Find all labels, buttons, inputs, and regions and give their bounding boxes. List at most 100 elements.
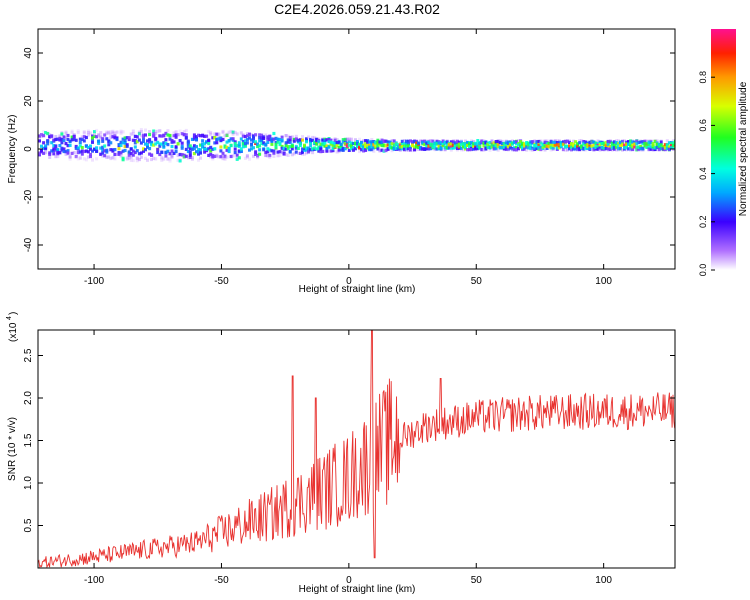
- heat-cell: [133, 141, 137, 145]
- heat-cell: [362, 149, 366, 153]
- heat-cell: [496, 145, 500, 149]
- heat-cell: [382, 139, 386, 143]
- heat-cell: [170, 155, 174, 159]
- heat-cell: [663, 146, 667, 150]
- heat-cell: [219, 136, 223, 140]
- heat-cell: [659, 147, 663, 151]
- heat-cell: [596, 139, 600, 143]
- heat-cell: [616, 148, 620, 152]
- heat-cell: [612, 143, 616, 147]
- heat-cell: [111, 148, 115, 152]
- heat-cell: [42, 146, 46, 150]
- heat-cell: [74, 154, 78, 159]
- heat-cell: [384, 148, 388, 152]
- x-tick-label: -100: [84, 276, 104, 287]
- heat-cell: [74, 138, 78, 142]
- heat-cell: [433, 147, 437, 152]
- heat-cell: [207, 147, 211, 151]
- heat-cell: [237, 143, 241, 147]
- heat-cell: [192, 147, 196, 151]
- x-tick-label: 100: [595, 575, 612, 586]
- heat-cell: [76, 151, 80, 155]
- heat-cell: [258, 144, 262, 148]
- heat-cell: [131, 132, 135, 136]
- heat-cell: [349, 147, 353, 151]
- heat-cell: [248, 136, 251, 140]
- heat-cell: [378, 140, 382, 144]
- heat-cell: [543, 140, 547, 144]
- heat-cell: [272, 149, 276, 153]
- heat-cell: [186, 139, 190, 143]
- heat-cell: [127, 136, 131, 140]
- heat-cell: [292, 152, 296, 156]
- heat-cell: [213, 147, 217, 151]
- heat-cell: [197, 133, 200, 137]
- heat-cell: [154, 157, 158, 161]
- heat-cell: [580, 139, 584, 143]
- heat-cell: [665, 143, 669, 147]
- heat-cell: [278, 150, 282, 154]
- heat-cell: [182, 130, 186, 134]
- heat-cell: [137, 138, 141, 142]
- heat-cell: [237, 141, 241, 145]
- heat-cell: [205, 134, 209, 138]
- heat-cell: [508, 143, 512, 147]
- heat-cell: [201, 139, 205, 143]
- heat-cell: [443, 148, 447, 152]
- heat-cell: [64, 136, 68, 140]
- y-tick-label: -40: [23, 237, 34, 252]
- bottom-plot-frame: [37, 329, 676, 569]
- heat-cell: [66, 151, 70, 155]
- heat-cell: [174, 130, 178, 134]
- heat-cell: [294, 144, 298, 149]
- heat-cell: [188, 153, 192, 157]
- heat-cell: [221, 157, 225, 161]
- heat-cell: [525, 148, 529, 152]
- heat-cell: [635, 148, 639, 152]
- heat-cell: [274, 141, 278, 145]
- heat-cell: [158, 152, 162, 157]
- heat-cell: [95, 128, 99, 133]
- heat-cell: [380, 138, 384, 142]
- heat-cell: [663, 143, 667, 147]
- bottom-y-axis-label: SNR (10 * v/v): [7, 417, 18, 481]
- heat-cell: [598, 148, 602, 152]
- heat-cell: [56, 154, 60, 159]
- heat-cell: [256, 154, 260, 158]
- heat-cell: [655, 139, 659, 143]
- heat-cell: [496, 139, 500, 143]
- heat-cell: [109, 135, 113, 139]
- heat-cell: [101, 151, 105, 155]
- heat-cell: [443, 140, 447, 144]
- heat-cell: [645, 145, 649, 149]
- heat-cell: [56, 151, 60, 155]
- heat-cell: [464, 145, 467, 149]
- heat-cell: [443, 146, 447, 150]
- heat-cell: [164, 154, 168, 158]
- heat-cell: [354, 147, 357, 151]
- heat-cell: [404, 144, 408, 148]
- heat-cell: [335, 138, 339, 142]
- heat-cell: [213, 136, 217, 140]
- heat-cell: [429, 139, 433, 143]
- heat-cell: [451, 146, 455, 150]
- heat-cell: [455, 143, 459, 147]
- heat-cell: [592, 148, 596, 152]
- heat-cell: [633, 145, 637, 149]
- heat-cell: [256, 142, 260, 146]
- heat-cell: [137, 132, 141, 136]
- heat-cell: [292, 139, 296, 143]
- heat-cell: [48, 133, 52, 137]
- heat-cell: [68, 155, 72, 159]
- heat-cell: [288, 150, 292, 154]
- heat-cell: [645, 142, 649, 146]
- heat-cell: [521, 145, 525, 149]
- heat-cell: [592, 140, 596, 144]
- heat-cell: [563, 148, 567, 152]
- heat-cell: [498, 139, 502, 143]
- heat-cell: [411, 148, 414, 153]
- heat-cell: [119, 151, 123, 155]
- heat-cell: [543, 148, 547, 152]
- heat-cell: [190, 156, 194, 160]
- heat-cell: [164, 138, 168, 142]
